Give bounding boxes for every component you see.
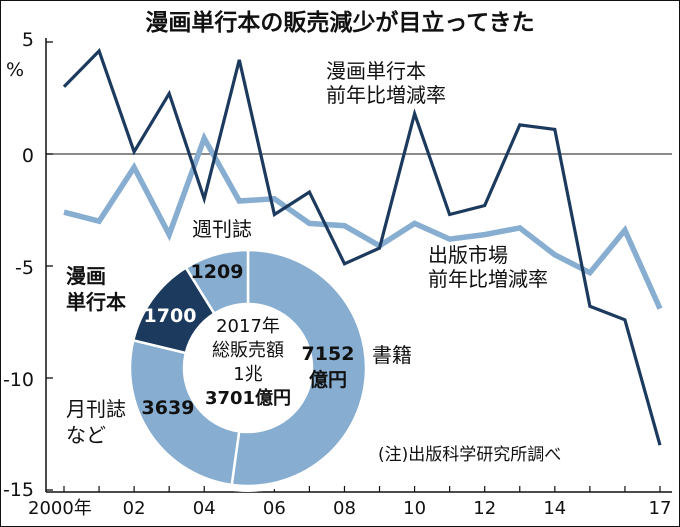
x-tick-label: 14 bbox=[543, 498, 566, 519]
y-tick-label: -5 bbox=[15, 257, 34, 279]
donut-value-label: 1700 bbox=[144, 305, 197, 327]
y-tick-label: -10 bbox=[3, 369, 34, 391]
chart-title: 漫画単行本の販売減少が目立ってきた bbox=[145, 9, 534, 36]
series-line-manga bbox=[62, 48, 662, 446]
donut-slice-name: 漫画 bbox=[66, 264, 106, 288]
chart-axes: 5 0 -5 -10 -15% 2000年 02 04 06 08 10 12 14 17 bbox=[3, 29, 672, 519]
donut-slice-name: 月刊誌 bbox=[66, 397, 126, 421]
donut-slice-monthly bbox=[128, 338, 241, 487]
donut-value-label: 7152 bbox=[302, 343, 355, 365]
series-label: 前年比増減率 bbox=[326, 83, 446, 107]
x-tick-label: 06 bbox=[263, 498, 286, 519]
y-axis-unit: % bbox=[6, 59, 24, 81]
series-label: 前年比増減率 bbox=[428, 267, 548, 291]
donut-slice-name: など bbox=[66, 423, 106, 447]
donut-center-text: 2017年 bbox=[216, 316, 280, 337]
donut-slice-books bbox=[230, 248, 368, 488]
donut-slice-weekly bbox=[184, 248, 250, 316]
x-tick-label: 08 bbox=[333, 498, 356, 519]
donut-center-text: 3701億円 bbox=[205, 387, 291, 409]
series-line-market bbox=[63, 131, 663, 310]
donut-slice-name: 単行本 bbox=[66, 290, 126, 314]
y-tick-label: 5 bbox=[22, 29, 34, 51]
y-tick-label: 0 bbox=[22, 145, 34, 167]
x-tick-label: 2000年 bbox=[28, 498, 92, 519]
x-tick-label: 02 bbox=[123, 498, 146, 519]
source-note: (注)出版科学研究所調べ bbox=[378, 445, 561, 465]
series-label: 漫画単行本 bbox=[326, 59, 426, 83]
y-tick-label: -15 bbox=[3, 479, 34, 501]
series-label: 出版市場 bbox=[428, 243, 508, 267]
donut-value-label: 1209 bbox=[191, 261, 244, 283]
chart-labels: 漫画単行本の販売減少が目立ってきた漫画単行本前年比増減率出版市場前年比増減率書籍… bbox=[66, 9, 561, 465]
donut-value-label: 3639 bbox=[142, 397, 195, 419]
chart-lines bbox=[62, 48, 663, 446]
x-tick-label: 17 bbox=[649, 498, 672, 519]
x-tick-label: 12 bbox=[473, 498, 496, 519]
x-tick-label: 10 bbox=[403, 498, 426, 519]
x-tick-label: 04 bbox=[193, 498, 216, 519]
donut-center-text: 1兆 bbox=[233, 364, 262, 385]
donut-slice-name: 週刊誌 bbox=[192, 217, 252, 241]
donut-value-unit: 億円 bbox=[309, 368, 347, 391]
donut-center-text: 総販売額 bbox=[212, 340, 284, 361]
donut-slice-name: 書籍 bbox=[372, 343, 412, 367]
